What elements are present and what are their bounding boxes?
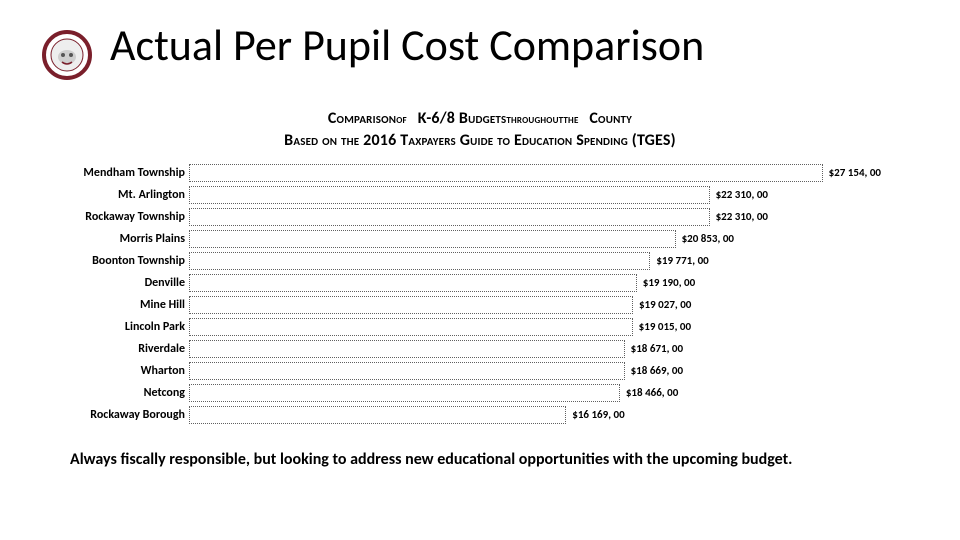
bar-track: $18 466, 00 [189,382,905,404]
sub-c: K-6/8 Budgets [418,109,507,128]
bar [189,406,566,424]
bar-track: $19 027, 00 [189,294,905,316]
value-label: $22 310, 00 [716,210,768,223]
bar-track: $19 771, 00 [189,250,905,272]
chart-row: Rockaway Borough $16 169, 00 [55,404,905,426]
value-label: $19 190, 00 [643,276,695,289]
chart-row: Lincoln Park $19 015, 00 [55,316,905,338]
slide: Actual Per Pupil Cost Comparison Compari… [0,0,960,540]
bar [189,186,710,204]
bar [189,296,633,314]
chart-row: Mt. Arlington $22 310, 00 [55,184,905,206]
chart-subtitle: Comparisonof K-6/8 Budgetsthroughoutthe … [0,108,960,151]
chart-row: Wharton $18 669, 00 [55,360,905,382]
value-label: $19 015, 00 [639,320,691,333]
bar [189,384,620,402]
bar-track: $22 310, 00 [189,206,905,228]
category-label: Netcong [55,386,189,400]
sub-a: Comparison [328,109,396,128]
school-logo [42,30,92,80]
bar [189,208,710,226]
value-label: $18 466, 00 [626,386,678,399]
sub-line2: Based on the 2016 Taxpayers Guide to Edu… [284,131,676,150]
bar-track: $16 169, 00 [189,404,905,426]
bar [189,340,625,358]
sub-f: County [589,109,632,128]
category-label: Wharton [55,364,189,378]
category-label: Rockaway Borough [55,408,189,422]
bar [189,252,650,270]
value-label: $19 771, 00 [656,254,708,267]
category-label: Rockaway Township [55,210,189,224]
chart-row: Denville $19 190, 00 [55,272,905,294]
bar-track: $18 671, 00 [189,338,905,360]
category-label: Lincoln Park [55,320,189,334]
bar [189,274,637,292]
chart-row: Rockaway Township $22 310, 00 [55,206,905,228]
bar-track: $20 853, 00 [189,228,905,250]
category-label: Morris Plains [55,232,189,246]
value-label: $18 671, 00 [631,342,683,355]
chart-row: Riverdale $18 671, 00 [55,338,905,360]
value-label: $20 853, 00 [682,232,734,245]
cost-comparison-chart: Mendham Township $27 154, 00 Mt. Arlington… [55,162,905,432]
sub-e: the [563,112,578,127]
category-label: Mendham Township [55,166,189,180]
category-label: Denville [55,276,189,290]
bar [189,318,633,336]
value-label: $22 310, 00 [716,188,768,201]
category-label: Mt. Arlington [55,188,189,202]
sub-b: of [396,112,407,127]
category-label: Boonton Township [55,254,189,268]
bar-track: $18 669, 00 [189,360,905,382]
chart-row: Mendham Township $27 154, 00 [55,162,905,184]
bar [189,362,625,380]
value-label: $16 169, 00 [572,408,624,421]
value-label: $18 669, 00 [631,364,683,377]
bar [189,230,676,248]
bar-track: $22 310, 00 [189,184,905,206]
bar-track: $19 190, 00 [189,272,905,294]
chart-row: Morris Plains $20 853, 00 [55,228,905,250]
category-label: Mine Hill [55,298,189,312]
footer-note: Always fiscally responsible, but looking… [70,450,890,471]
value-label: $19 027, 00 [639,298,691,311]
category-label: Riverdale [55,342,189,356]
bar [189,164,823,182]
sub-d: throughout [506,112,563,127]
bar-track: $19 015, 00 [189,316,905,338]
value-label: $27 154, 00 [829,166,881,179]
chart-row: Netcong $18 466, 00 [55,382,905,404]
bar-track: $27 154, 00 [189,162,905,184]
page-title: Actual Per Pupil Cost Comparison [110,18,704,72]
chart-row: Boonton Township $19 771, 00 [55,250,905,272]
chart-row: Mine Hill $19 027, 00 [55,294,905,316]
